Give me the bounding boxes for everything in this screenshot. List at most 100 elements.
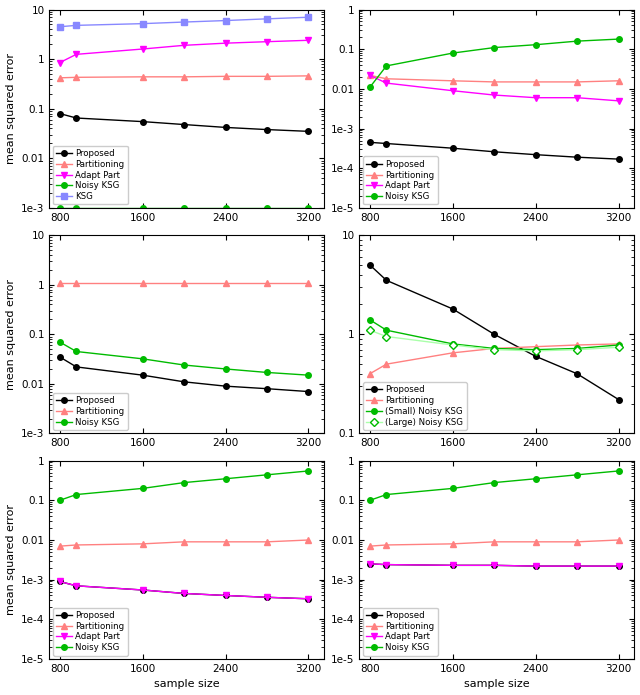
Line: Partitioning: Partitioning: [367, 341, 621, 377]
(Large) Noisy KSG: [614, 343, 622, 352]
Adapt Part: [72, 50, 80, 58]
Noisy KSG: [72, 491, 80, 499]
Proposed: [72, 114, 80, 122]
Line: Partitioning: Partitioning: [367, 72, 621, 85]
Partitioning: [221, 72, 229, 81]
Proposed: [573, 153, 581, 161]
Partitioning: [383, 74, 390, 83]
Line: Adapt Part: Adapt Part: [367, 561, 621, 569]
Proposed: [221, 123, 229, 131]
Proposed: [366, 261, 374, 269]
Proposed: [449, 305, 456, 313]
Line: Noisy KSG: Noisy KSG: [57, 468, 311, 503]
KSG: [139, 19, 147, 28]
Adapt Part: [614, 97, 622, 105]
Proposed: [56, 353, 63, 361]
Partitioning: [490, 344, 498, 352]
KSG: [180, 18, 188, 26]
Line: Partitioning: Partitioning: [57, 280, 311, 286]
Proposed: [532, 562, 540, 571]
(Small) Noisy KSG: [532, 345, 540, 354]
Proposed: [614, 562, 622, 571]
Line: Noisy KSG: Noisy KSG: [57, 205, 311, 211]
Partitioning: [305, 72, 312, 80]
Partitioning: [490, 78, 498, 86]
Proposed: [532, 151, 540, 159]
Proposed: [263, 593, 271, 601]
KSG: [305, 13, 312, 22]
Partitioning: [449, 540, 456, 548]
Adapt Part: [383, 79, 390, 88]
Partitioning: [263, 279, 271, 287]
Noisy KSG: [383, 62, 390, 70]
X-axis label: sample size: sample size: [464, 680, 529, 689]
Noisy KSG: [573, 37, 581, 45]
(Large) Noisy KSG: [449, 341, 456, 349]
Proposed: [221, 382, 229, 391]
Proposed: [383, 276, 390, 284]
Adapt Part: [56, 58, 63, 67]
Adapt Part: [573, 562, 581, 571]
Adapt Part: [490, 561, 498, 569]
Line: Adapt Part: Adapt Part: [57, 579, 311, 602]
Adapt Part: [221, 39, 229, 47]
Adapt Part: [180, 41, 188, 49]
Partitioning: [180, 538, 188, 546]
Line: Adapt Part: Adapt Part: [367, 72, 621, 104]
(Large) Noisy KSG: [490, 345, 498, 354]
Line: Proposed: Proposed: [367, 140, 621, 162]
Proposed: [305, 127, 312, 136]
Partitioning: [532, 78, 540, 86]
Partitioning: [305, 536, 312, 544]
Partitioning: [180, 73, 188, 81]
Partitioning: [56, 542, 63, 550]
Line: Partitioning: Partitioning: [57, 537, 311, 549]
Noisy KSG: [305, 467, 312, 475]
Line: Proposed: Proposed: [57, 354, 311, 394]
Proposed: [180, 589, 188, 598]
Partitioning: [72, 541, 80, 549]
Partitioning: [263, 538, 271, 546]
Partitioning: [573, 78, 581, 86]
Noisy KSG: [263, 204, 271, 212]
Adapt Part: [305, 595, 312, 603]
Noisy KSG: [180, 361, 188, 369]
KSG: [263, 15, 271, 23]
Y-axis label: mean squared error: mean squared error: [6, 279, 15, 390]
Proposed: [614, 395, 622, 404]
Noisy KSG: [139, 484, 147, 493]
Adapt Part: [263, 593, 271, 601]
Proposed: [72, 363, 80, 371]
(Large) Noisy KSG: [383, 332, 390, 341]
Partitioning: [139, 540, 147, 548]
Proposed: [383, 140, 390, 148]
Partitioning: [263, 72, 271, 81]
Adapt Part: [573, 94, 581, 102]
Noisy KSG: [139, 204, 147, 212]
Proposed: [490, 330, 498, 338]
Partitioning: [180, 279, 188, 287]
Partitioning: [449, 349, 456, 357]
Line: Noisy KSG: Noisy KSG: [57, 339, 311, 378]
Proposed: [139, 117, 147, 126]
Line: Partitioning: Partitioning: [367, 537, 621, 549]
Legend: Proposed, Partitioning, (Small) Noisy KSG, (Large) Noisy KSG: Proposed, Partitioning, (Small) Noisy KS…: [363, 382, 467, 430]
Proposed: [221, 591, 229, 600]
Proposed: [573, 370, 581, 378]
Partitioning: [490, 538, 498, 546]
Adapt Part: [366, 71, 374, 79]
Proposed: [139, 371, 147, 379]
Noisy KSG: [139, 354, 147, 363]
Proposed: [614, 155, 622, 163]
Noisy KSG: [490, 43, 498, 51]
Noisy KSG: [56, 204, 63, 212]
Noisy KSG: [263, 368, 271, 377]
Noisy KSG: [56, 338, 63, 346]
Proposed: [139, 586, 147, 594]
Adapt Part: [180, 589, 188, 598]
Noisy KSG: [263, 471, 271, 479]
Adapt Part: [72, 582, 80, 590]
(Small) Noisy KSG: [573, 344, 581, 352]
KSG: [72, 21, 80, 29]
Proposed: [56, 578, 63, 586]
